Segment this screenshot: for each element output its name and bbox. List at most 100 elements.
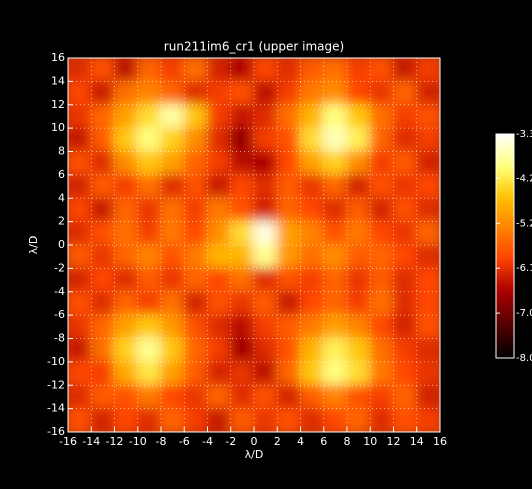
heatmap-cell <box>369 244 395 270</box>
heatmap-cell <box>369 384 395 410</box>
heatmap-cell <box>346 267 372 293</box>
heatmap-cell <box>229 290 255 317</box>
heatmap-cell <box>229 360 255 387</box>
heatmap-cell <box>346 337 372 363</box>
heatmap-cell <box>160 127 186 153</box>
heatmap-cell <box>206 197 232 223</box>
heatmap-cell <box>346 58 372 83</box>
heatmap-cell <box>160 384 186 410</box>
heatmap-cell <box>68 244 93 270</box>
heatmap-cell <box>90 337 116 363</box>
heatmap-cell <box>136 290 162 317</box>
heatmap-cell <box>299 407 325 432</box>
heatmap-cell <box>392 244 418 270</box>
heatmap-cell <box>229 58 255 83</box>
heatmap-cell <box>206 220 232 246</box>
heatmap-cell <box>253 220 279 246</box>
heatmap-cell <box>369 127 395 153</box>
y-tick-label: 12 <box>51 98 65 111</box>
heatmap-cell <box>253 80 279 106</box>
heatmap-cell <box>299 80 325 106</box>
heatmap-cell <box>253 173 279 200</box>
heatmap-cell <box>136 127 162 153</box>
heatmap-cell <box>253 103 279 130</box>
heatmap-cell <box>322 314 348 340</box>
heatmap-cell <box>68 314 93 340</box>
heatmap-cell <box>183 220 209 246</box>
heatmap-cell <box>90 360 116 387</box>
heatmap-cell <box>322 197 348 223</box>
heatmap-cell <box>90 197 116 223</box>
heatmap-cell <box>160 314 186 340</box>
heatmap-cell <box>183 337 209 363</box>
heatmap-cell <box>113 290 139 317</box>
y-axis-label: λ/D <box>27 236 40 255</box>
heatmap-cell <box>392 150 418 176</box>
heatmap-cell <box>90 314 116 340</box>
heatmap-cell <box>346 290 372 317</box>
heatmap-cell <box>183 103 209 130</box>
heatmap-cell <box>369 267 395 293</box>
heatmap-cell <box>276 150 302 176</box>
heatmap-cell <box>90 220 116 246</box>
heatmap-cell <box>253 244 279 270</box>
y-tick-label: -12 <box>47 378 65 391</box>
heatmap-cell <box>113 360 139 387</box>
x-tick-label: -6 <box>179 435 190 448</box>
heatmap-cell <box>160 360 186 387</box>
heatmap-cell <box>229 384 255 410</box>
x-tick-label: -2 <box>225 435 236 448</box>
heatmap-cell <box>229 337 255 363</box>
heatmap-cell <box>136 314 162 340</box>
heatmap-cell <box>322 384 348 410</box>
heatmap-cell <box>68 197 93 223</box>
heatmap-cell <box>369 407 395 432</box>
heatmap-cell <box>253 384 279 410</box>
heatmap-cell <box>229 314 255 340</box>
heatmap-cell <box>369 58 395 83</box>
heatmap-cell <box>136 173 162 200</box>
heatmap-cell <box>253 150 279 176</box>
heatmap-cell <box>113 150 139 176</box>
heatmap-cell <box>160 80 186 106</box>
y-tick-label: 16 <box>51 51 65 64</box>
heatmap-cell <box>68 220 93 246</box>
y-tick-label: 14 <box>51 74 65 87</box>
heatmap-cell <box>415 267 440 293</box>
heatmap-cell <box>90 407 116 432</box>
heatmap-cell <box>322 58 348 83</box>
heatmap-cell <box>90 384 116 410</box>
heatmap-cell <box>90 127 116 153</box>
heatmap-cell <box>415 173 440 200</box>
heatmap-cell <box>346 220 372 246</box>
heatmap-cell <box>136 58 162 83</box>
heatmap-cell <box>113 244 139 270</box>
heatmap-cell <box>369 173 395 200</box>
heatmap-cell <box>183 80 209 106</box>
heatmap-cell <box>392 314 418 340</box>
heatmap-cell <box>113 58 139 83</box>
heatmap-cell <box>183 173 209 200</box>
heatmap-cell <box>229 80 255 106</box>
heatmap-cell <box>392 173 418 200</box>
heatmap-cell <box>113 80 139 106</box>
heatmap-cell <box>90 80 116 106</box>
heatmap-cell <box>183 384 209 410</box>
heatmap-cell <box>322 337 348 363</box>
heatmap-cell <box>415 220 440 246</box>
heatmap-cell <box>183 127 209 153</box>
heatmap-cell <box>206 360 232 387</box>
heatmap-cell <box>299 173 325 200</box>
heatmap-cell <box>253 314 279 340</box>
heatmap-cell <box>160 103 186 130</box>
heatmap-cell <box>346 103 372 130</box>
x-tick-label: -12 <box>106 435 124 448</box>
heatmap-cell <box>392 127 418 153</box>
heatmap-cell <box>276 103 302 130</box>
heatmap-cell <box>415 58 440 83</box>
y-tick-label: -14 <box>47 402 65 415</box>
heatmap-cell <box>346 384 372 410</box>
y-tick-label: -6 <box>54 308 65 321</box>
x-axis-label: λ/D <box>245 448 264 461</box>
heatmap-cell <box>322 267 348 293</box>
